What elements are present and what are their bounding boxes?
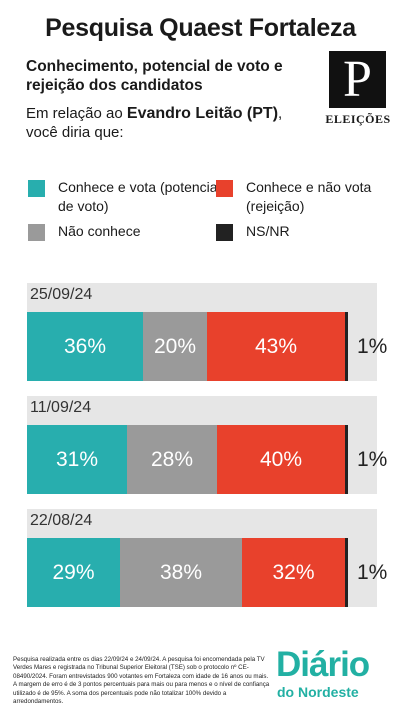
data-label: 38% [159, 561, 203, 584]
bar-segment: 20% [143, 312, 207, 381]
opovo-logo: P [329, 51, 386, 108]
bar-segment: 32% [242, 538, 345, 607]
data-label: 1% [357, 561, 388, 584]
bar-segment [345, 312, 348, 381]
legend-swatch [216, 224, 233, 241]
legend-label: Conhece e vota (potencial de voto) [58, 179, 221, 214]
bar-segment: 29% [27, 538, 120, 607]
legend-swatch [28, 224, 45, 241]
legend-swatch [28, 180, 45, 197]
bar-segment: 40% [217, 425, 345, 494]
poll-panel: 25/09/24 36% 20% 43% 1% [27, 283, 387, 381]
chart-subtitle: Conhecimento, potencial de voto e rejeiç… [26, 58, 283, 94]
bar-segment: 28% [127, 425, 217, 494]
poll-date: 11/09/24 [30, 399, 92, 416]
data-label: 20% [153, 335, 197, 358]
page-title: Pesquisa Quaest Fortaleza [45, 14, 356, 42]
data-label: 28% [150, 448, 194, 471]
legend-label: NS/NR [246, 223, 290, 239]
bar-segment: 38% [120, 538, 242, 607]
poll-panel: 22/08/24 29% 38% 32% 1% [27, 509, 387, 607]
logo-label: ELEIÇÕES [325, 112, 391, 126]
stacked-bar: 36% 20% 43% [27, 312, 348, 381]
brand-subtitle: do Nordeste [277, 684, 359, 700]
bar-segment: 31% [27, 425, 127, 494]
stacked-bar: 31% 28% 40% [27, 425, 348, 494]
data-label: 1% [357, 335, 388, 358]
poll-panel: 11/09/24 31% 28% 40% 1% [27, 396, 387, 494]
bar-segment [345, 538, 348, 607]
bar-segment: 36% [27, 312, 143, 381]
legend-label: Conhece e não vota (rejeição) [246, 179, 372, 214]
question-text: Em relação ao Evandro Leitão (PT), você … [26, 104, 316, 142]
poll-date: 25/09/24 [30, 286, 93, 303]
methodology-note: Pesquisa realizada entre os dias 22/09/2… [13, 656, 270, 706]
data-label: 36% [63, 335, 107, 358]
legend-swatch [216, 180, 233, 197]
data-label: 1% [357, 448, 388, 471]
data-label: 29% [52, 561, 95, 584]
bar-segment: 43% [207, 312, 345, 381]
legend-label: Não conhece [58, 223, 141, 239]
brand-logo: Diário [276, 645, 370, 684]
poll-date: 22/08/24 [30, 512, 93, 529]
question-prefix: Em relação ao [26, 105, 127, 122]
data-label: 31% [55, 448, 99, 471]
data-label: 40% [259, 448, 303, 471]
candidate-name: Evandro Leitão (PT) [126, 105, 279, 122]
data-label: 32% [272, 561, 315, 584]
data-label: 43% [254, 335, 298, 358]
question-suffix: , você diria que: [26, 105, 283, 141]
stacked-bar: 29% 38% 32% [27, 538, 348, 607]
bar-segment [345, 425, 348, 494]
